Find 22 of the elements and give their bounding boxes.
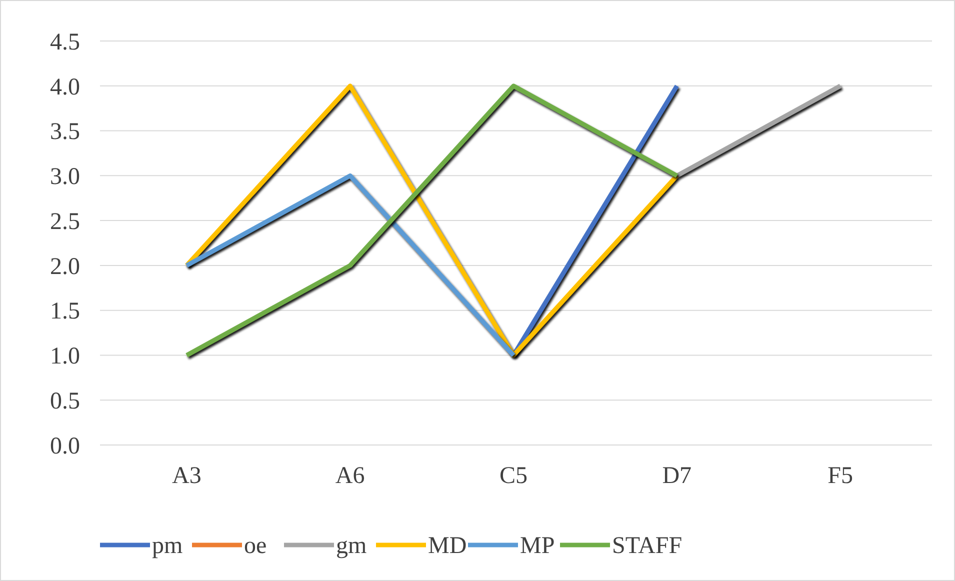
y-tick-label: 0.0 bbox=[50, 433, 80, 460]
x-tick-label: A6 bbox=[335, 463, 365, 489]
y-tick-label: 4.5 bbox=[50, 29, 80, 56]
x-tick-label: D7 bbox=[662, 463, 692, 489]
x-tick-label: C5 bbox=[499, 463, 528, 489]
y-tick-label: 3.5 bbox=[50, 119, 80, 146]
y-tick-label: 1.0 bbox=[50, 344, 80, 370]
y-tick-label: 2.0 bbox=[50, 254, 80, 280]
line-series bbox=[184, 84, 680, 358]
legend-label: MD bbox=[428, 533, 467, 559]
y-tick-label: 4.0 bbox=[50, 74, 80, 100]
x-tick-label: F5 bbox=[828, 463, 853, 489]
y-tick-label: 2.5 bbox=[50, 208, 80, 235]
y-tick-label: 1.5 bbox=[50, 298, 80, 325]
legend-label: MP bbox=[520, 533, 555, 559]
y-tick-label: 0.5 bbox=[50, 388, 80, 415]
legend-label: STAFF bbox=[612, 533, 682, 559]
legend-label: gm bbox=[336, 533, 367, 559]
legend-label: pm bbox=[152, 533, 183, 559]
x-tick-label: A3 bbox=[172, 463, 202, 489]
y-tick-label: 3.0 bbox=[50, 164, 80, 190]
legend-label: oe bbox=[244, 533, 267, 559]
